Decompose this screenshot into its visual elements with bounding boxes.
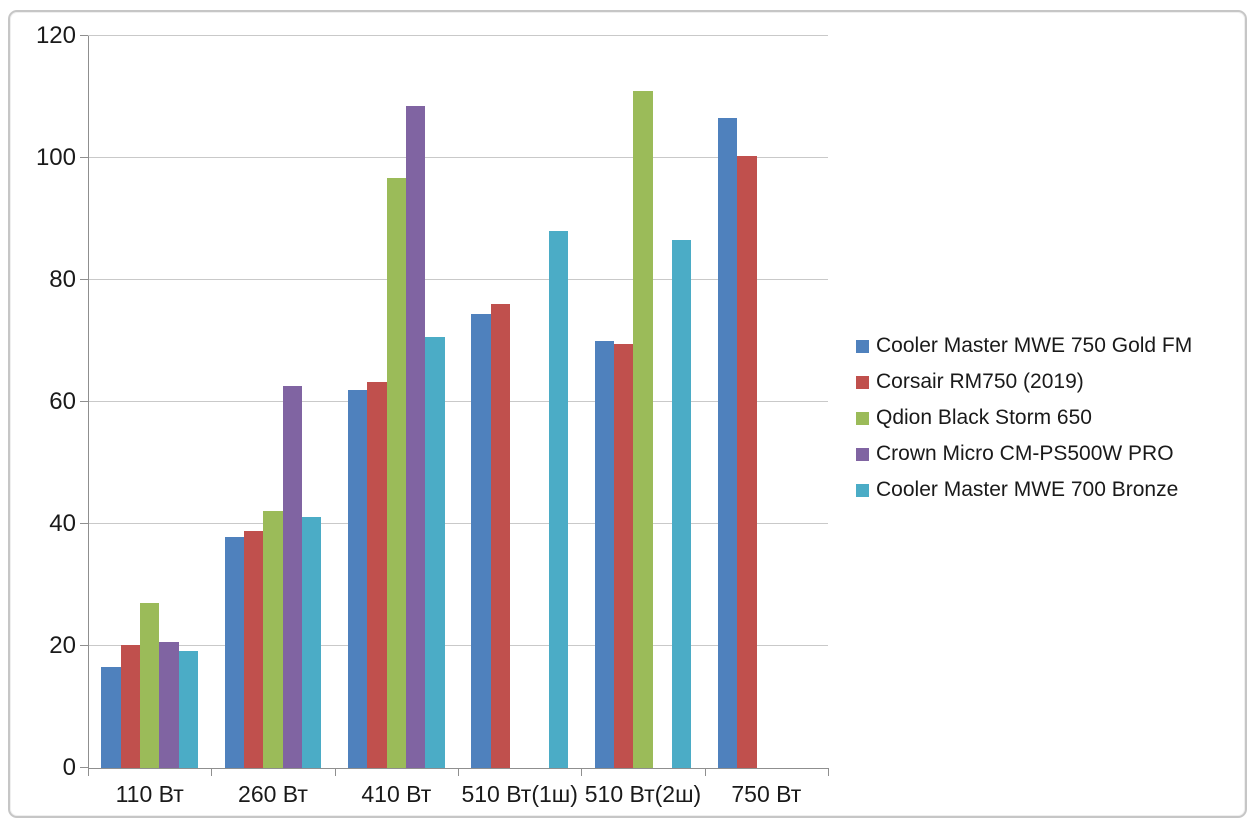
bar-series5-cat5 <box>672 240 692 768</box>
legend-item: Cooler Master MWE 750 Gold FM <box>856 328 1192 364</box>
bar-series4-cat2 <box>282 386 303 768</box>
chart-frame <box>8 10 1247 818</box>
x-axis-tick-4 <box>581 768 583 776</box>
gridline-60 <box>88 401 828 402</box>
bar-series1-cat1 <box>101 667 121 768</box>
bar-series5-cat4 <box>548 230 569 768</box>
y-axis-label: 80 <box>49 266 76 293</box>
y-axis-label: 40 <box>49 510 76 537</box>
gridline-20 <box>88 645 828 646</box>
legend-swatch <box>856 375 869 389</box>
legend-swatch <box>856 483 869 497</box>
plot-area <box>80 35 829 776</box>
bar-series3-cat1 <box>139 602 160 768</box>
y-axis-label: 120 <box>35 22 76 49</box>
y-axis-tick-120 <box>80 35 88 36</box>
legend-item: Crown Micro CM-PS500W PRO <box>856 436 1192 472</box>
bar-series2-cat3 <box>367 381 387 768</box>
bar-series1-cat4 <box>471 313 491 768</box>
y-axis-label: 20 <box>49 632 76 659</box>
legend-swatch <box>856 447 869 461</box>
bar-series2-cat2 <box>243 531 264 768</box>
legend-label: Cooler Master MWE 750 Gold FM <box>876 334 1193 357</box>
bar-series5-cat1 <box>178 650 199 768</box>
legend-item: Corsair RM750 (2019) <box>856 364 1192 400</box>
x-axis-label: 510 Вт(2ш) <box>584 781 702 807</box>
bar-series4-cat1 <box>159 641 179 768</box>
gridline-120 <box>88 35 828 36</box>
legend-label: Crown Micro CM-PS500W PRO <box>876 442 1174 465</box>
bar-series3-cat2 <box>263 511 283 768</box>
x-axis-label: 750 Вт <box>731 781 802 807</box>
bar-series1-cat5 <box>594 341 614 768</box>
y-axis-label: 0 <box>62 754 76 781</box>
y-axis-label: 100 <box>35 144 76 171</box>
legend-swatch <box>856 411 869 425</box>
x-axis-label: 410 Вт <box>361 781 432 807</box>
x-axis-tick-1 <box>211 768 213 776</box>
y-axis-tick-60 <box>80 401 88 402</box>
bar-series2-cat1 <box>120 645 140 768</box>
x-axis-label: 260 Вт <box>238 781 308 807</box>
y-axis-line <box>88 36 89 775</box>
bar-series4-cat3 <box>406 106 426 768</box>
y-axis-tick-80 <box>80 279 88 280</box>
bar-series5-cat3 <box>425 336 445 768</box>
bar-series1-cat6 <box>717 118 738 768</box>
x-axis-tick-5 <box>704 768 706 776</box>
x-axis-label: 110 Вт <box>115 781 184 807</box>
legend-swatch <box>856 339 869 353</box>
y-axis-tick-100 <box>80 157 88 158</box>
bar-series2-cat6 <box>737 156 757 768</box>
bar-series1-cat3 <box>347 390 368 768</box>
gridline-40 <box>88 523 828 524</box>
x-axis-label: 510 Вт(1ш) <box>461 781 578 807</box>
x-axis-tick-3 <box>458 768 459 776</box>
legend-label: Cooler Master MWE 700 Bronze <box>876 478 1179 501</box>
legend-item: Qdion Black Storm 650 <box>856 400 1192 436</box>
x-axis-tick-6 <box>828 768 829 776</box>
bar-series3-cat5 <box>633 90 653 768</box>
gridline-80 <box>88 279 828 280</box>
y-axis-tick-0 <box>80 767 88 768</box>
y-axis-tick-40 <box>80 523 88 524</box>
bar-series2-cat4 <box>490 304 510 768</box>
x-axis-tick-0 <box>88 768 89 776</box>
legend-item: Cooler Master MWE 700 Bronze <box>856 472 1192 508</box>
legend-label: Corsair RM750 (2019) <box>876 370 1084 393</box>
y-axis-tick-20 <box>80 645 88 646</box>
bar-series3-cat3 <box>386 177 407 768</box>
bar-series5-cat2 <box>302 517 322 768</box>
legend-label: Qdion Black Storm 650 <box>876 406 1092 429</box>
y-axis-label: 60 <box>49 388 76 415</box>
gridline-100 <box>88 157 828 158</box>
bar-series2-cat5 <box>613 344 634 768</box>
bar-series1-cat2 <box>224 537 244 768</box>
legend: Cooler Master MWE 750 Gold FM Corsair RM7… <box>856 328 1192 508</box>
x-axis-tick-2 <box>334 768 336 776</box>
